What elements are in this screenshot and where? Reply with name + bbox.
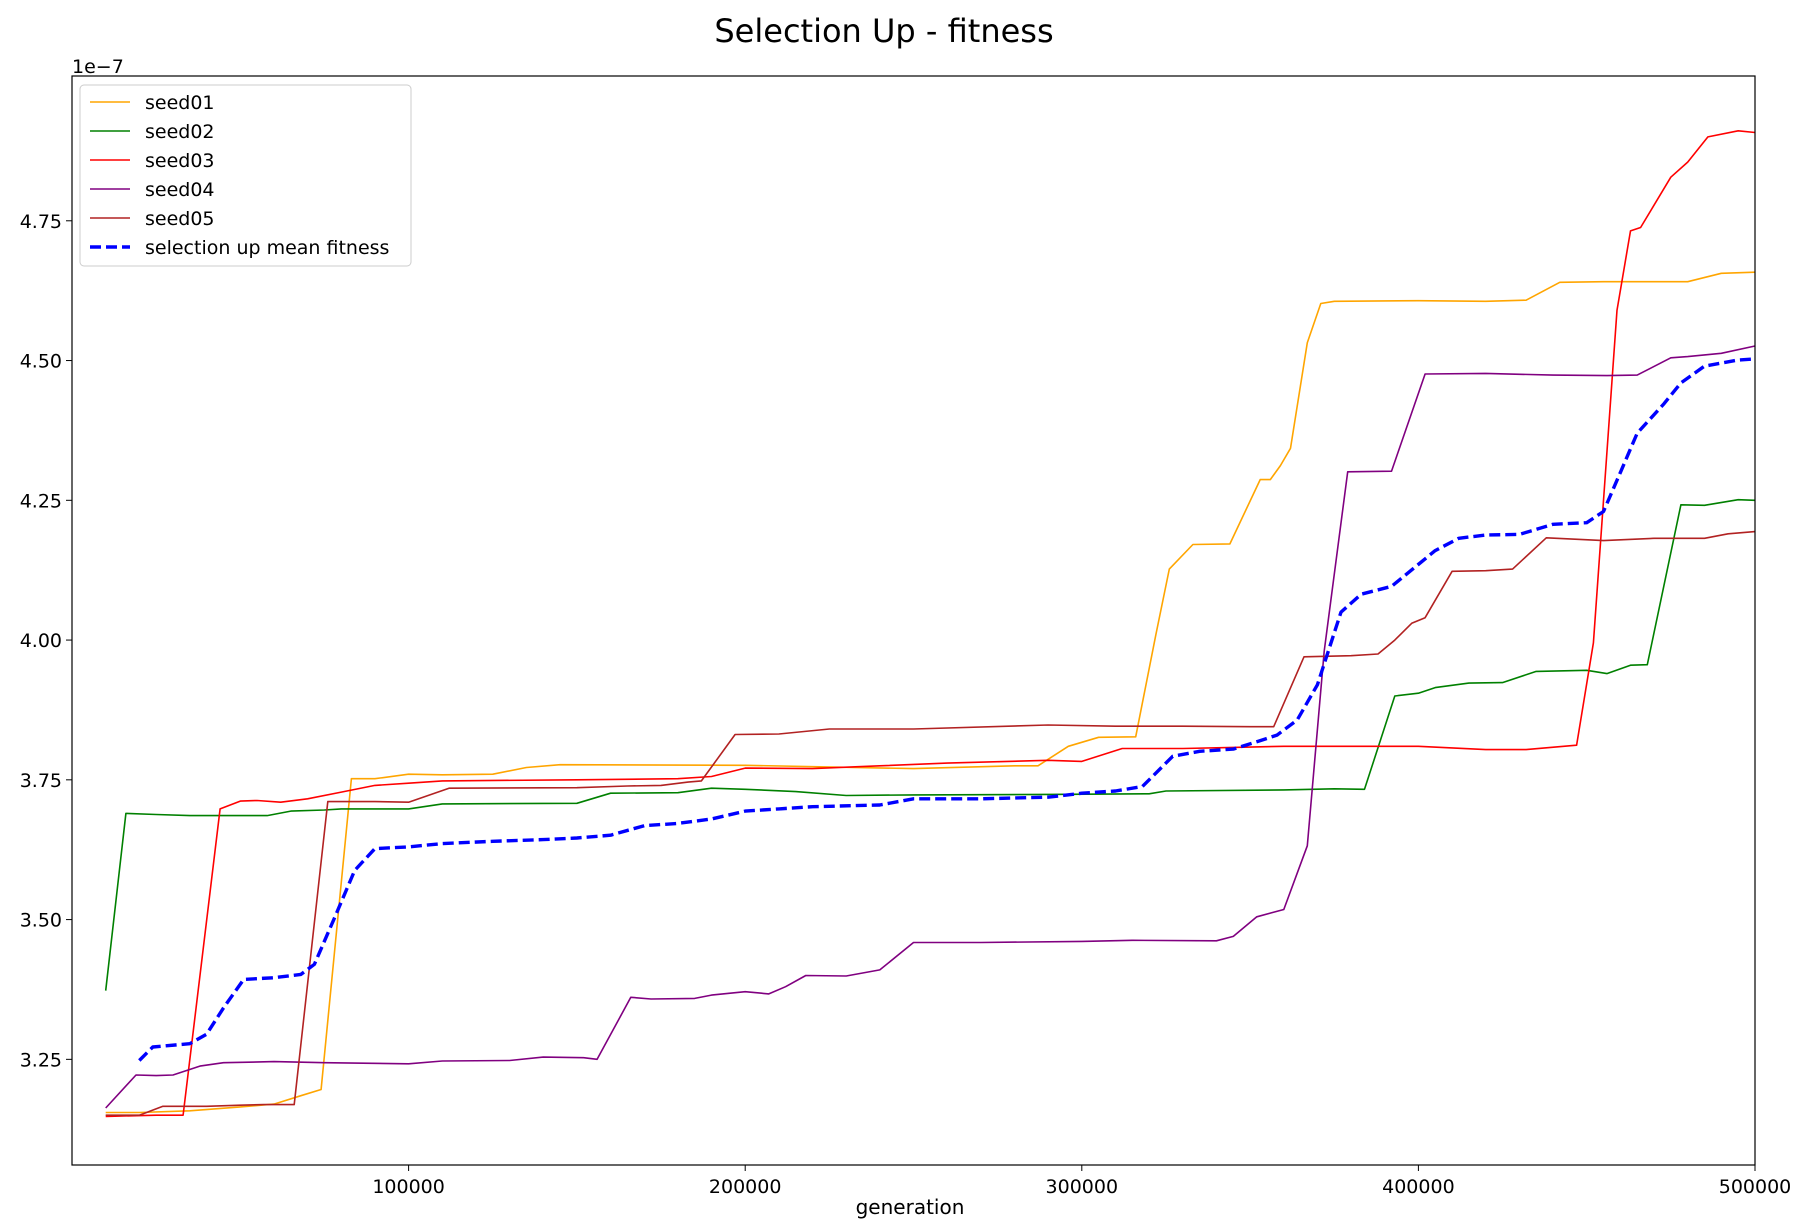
x-tick-label: 100000	[372, 1176, 445, 1198]
legend-label-seed01: seed01	[145, 92, 215, 114]
x-tick-label: 400000	[1382, 1176, 1455, 1198]
series-line-seed02	[104, 498, 1756, 991]
y-tick-label: 4.50	[20, 351, 62, 373]
chart-title: Selection Up - fitness	[714, 12, 1053, 50]
legend-label-seed03: seed03	[145, 150, 215, 172]
legend-box	[79, 84, 412, 267]
legend-label-selection-up-mean-fitness: selection up mean fitness	[145, 237, 389, 259]
legend-label-seed04: seed04	[145, 179, 215, 201]
series-layer	[104, 130, 1756, 1118]
y-tick-label: 3.75	[20, 770, 62, 792]
y-axis: 3.25 3.50 3.75 4.00 4.25 4.50 4.75	[20, 211, 72, 1071]
plot-frame	[71, 75, 1756, 1166]
y-tick-label: 4.00	[20, 630, 62, 652]
x-axis-label: generation	[856, 1195, 965, 1219]
y-tick-label: 4.75	[20, 211, 62, 233]
x-axis: 100000 200000 300000 400000 500000	[372, 1165, 1791, 1198]
series-line-seed03	[105, 130, 1756, 1118]
x-tick-label: 300000	[1046, 1176, 1119, 1198]
y-tick-label: 3.50	[20, 910, 62, 932]
x-tick-label: 200000	[709, 1176, 782, 1198]
y-offset-label: 1e−7	[72, 56, 124, 78]
series-line-seed05	[105, 530, 1756, 1116]
y-tick-label: 3.25	[20, 1049, 62, 1071]
x-tick-label: 500000	[1719, 1176, 1792, 1198]
series-line-seed01	[105, 271, 1756, 1114]
y-tick-label: 4.25	[20, 490, 62, 512]
legend: seed01 seed02 seed03 seed04 seed05 selection …	[79, 84, 412, 267]
legend-label-seed02: seed02	[145, 121, 215, 143]
series-line-seed04	[105, 345, 1756, 1109]
legend-label-seed05: seed05	[145, 208, 215, 230]
series-line-selection-up-mean-fitness	[138, 357, 1756, 1062]
